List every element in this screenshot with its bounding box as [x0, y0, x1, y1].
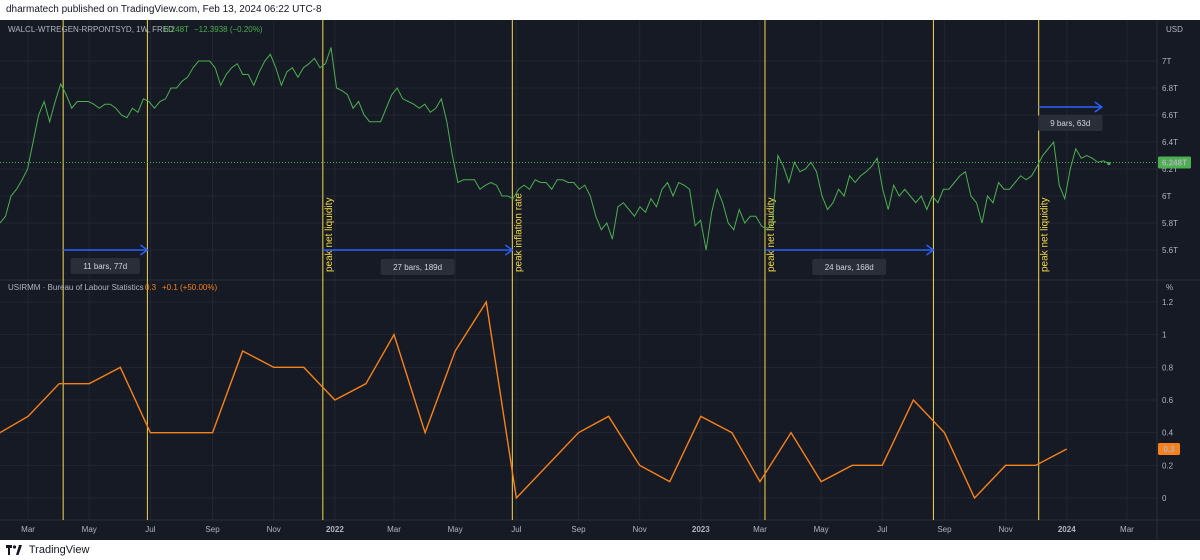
last-value-badge-text: 0.3	[1163, 445, 1175, 454]
x-tick-label: Sep	[205, 525, 220, 534]
chart-canvas[interactable]: peak net liquidity peak inflation rate pea…	[0, 20, 1200, 540]
price-axis-top[interactable]: 5.6T 5.8T 6T 6.2T 6.4T 6.6T 6.8T 7T 6.248T	[1158, 57, 1191, 255]
currency-label: USD	[1166, 25, 1183, 34]
x-tick-label: Jul	[145, 525, 155, 534]
x-tick-label: Sep	[571, 525, 586, 534]
x-tick-label: Sep	[937, 525, 952, 534]
time-axis[interactable]: Mar May Jul Sep Nov 2022 Mar May Jul Sep Nov 2023 Ma…	[21, 525, 1134, 534]
liquidity-last-point	[1107, 162, 1111, 166]
measure-label-box	[380, 259, 455, 275]
legend-change: +0.1 (+50.00%)	[162, 283, 217, 292]
x-tick-label: Mar	[1120, 525, 1134, 534]
y-tick-label: 0.4	[1162, 429, 1174, 438]
legend-symbol: WALCL-WTREGEN-RRPONTSYD, 1W, FRED	[8, 25, 174, 34]
net-liquidity-series	[0, 47, 1111, 251]
y-tick-label: 0.2	[1162, 461, 1174, 470]
x-tick-label: Mar	[387, 525, 401, 534]
x-tick-label: Mar	[21, 525, 35, 534]
cpi-series	[0, 300, 1068, 500]
annotation-label: peak inflation rate	[513, 193, 524, 272]
y-tick-label: 0.6	[1162, 396, 1174, 405]
legend-change: −12.3938 (−0.20%)	[194, 25, 263, 34]
x-tick-label: Nov	[998, 525, 1012, 534]
y-tick-label: 0	[1162, 494, 1167, 503]
annotation-label: peak net liquidity	[1040, 198, 1051, 273]
x-tick-label: May	[814, 525, 829, 534]
x-tick-label: Nov	[633, 525, 647, 534]
measure-label-box	[812, 259, 887, 275]
publish-info: dharmatech published on TradingView.com,…	[6, 4, 322, 15]
measure-label: 27 bars, 189d	[393, 263, 442, 272]
measure-label: 11 bars, 77d	[83, 262, 127, 271]
grid-lines	[0, 20, 1157, 520]
measurement-tools[interactable]: 11 bars, 77d 27 bars, 189d 24 bars, 168d 9 …	[63, 101, 1104, 275]
footer-bar: TradingView	[0, 540, 1200, 560]
measure-arrowhead	[926, 244, 935, 256]
pane-separators	[0, 20, 1200, 540]
legend-last-value: 0.3	[145, 283, 157, 292]
legend-symbol: USIRMM · Bureau of Labour Statistics	[8, 283, 144, 292]
y-tick-label: 6.2T	[1162, 165, 1178, 174]
tradingview-logo-icon	[6, 545, 22, 556]
annotation-lines: peak net liquidity peak inflation rate pea…	[62, 20, 1051, 520]
x-tick-label: 2024	[1058, 525, 1076, 534]
y-tick-label: 0.8	[1162, 363, 1174, 372]
x-tick-label: 2023	[692, 525, 710, 534]
footer-brand: TradingView	[28, 544, 90, 556]
liquidity-line	[0, 47, 1110, 251]
y-tick-label: 6T	[1162, 192, 1171, 201]
measure-label: 24 bars, 168d	[825, 263, 874, 272]
y-tick-label: 6.8T	[1162, 84, 1178, 93]
y-tick-label: 1	[1162, 331, 1167, 340]
last-value-badge	[1158, 156, 1191, 169]
annotation-label: peak net liquidity	[324, 198, 335, 273]
x-tick-label: May	[448, 525, 463, 534]
publish-header: dharmatech published on TradingView.com,…	[0, 0, 1200, 20]
x-tick-label: Mar	[753, 525, 767, 534]
x-tick-label: Jul	[877, 525, 887, 534]
price-axis-bottom[interactable]: 0 0.2 0.4 0.6 0.8 1 1.2 0.3	[1158, 298, 1180, 503]
last-value-badge-text: 6.248T	[1162, 159, 1187, 168]
annotation-label: peak net liquidity	[766, 198, 777, 273]
y-tick-label: 6.4T	[1162, 138, 1178, 147]
measure-arrowhead	[1094, 101, 1104, 113]
y-tick-label: 6.6T	[1162, 111, 1178, 120]
y-tick-label: 7T	[1162, 57, 1171, 66]
x-tick-label: 2022	[326, 525, 344, 534]
y-tick-label: 5.6T	[1162, 246, 1178, 255]
legend-bottom: USIRMM · Bureau of Labour Statistics 0.3…	[8, 283, 217, 292]
measure-label-box	[70, 258, 140, 274]
cpi-line	[0, 300, 1068, 500]
x-tick-label: May	[82, 525, 97, 534]
legend-top: WALCL-WTREGEN-RRPONTSYD, 1W, FRED 6.248T…	[8, 25, 263, 34]
legend-last-value: 6.248T	[164, 25, 189, 34]
x-tick-label: Jul	[511, 525, 521, 534]
y-tick-label: 5.8T	[1162, 219, 1178, 228]
measure-label: 9 bars, 63d	[1050, 119, 1090, 128]
measure-arrowhead	[139, 244, 149, 256]
y-tick-label: 1.2	[1162, 298, 1174, 307]
measure-arrowhead	[504, 244, 514, 256]
last-value-badge	[1158, 443, 1180, 455]
x-tick-label: Nov	[267, 525, 281, 534]
measure-label-box	[1037, 115, 1103, 131]
unit-label: %	[1166, 283, 1173, 292]
